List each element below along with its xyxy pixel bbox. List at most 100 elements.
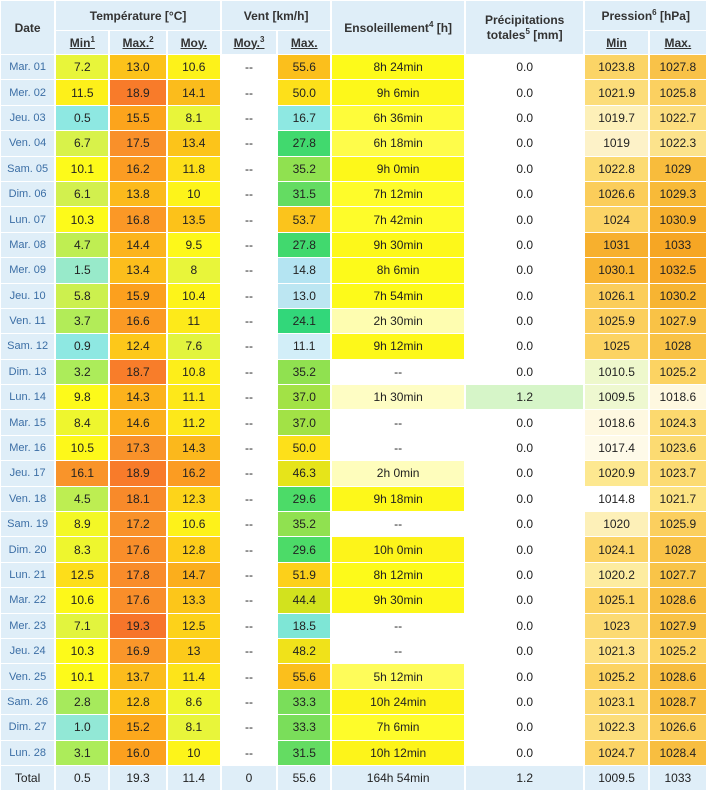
cell-date[interactable]: Ven. 04 — [1, 131, 55, 156]
cell-temp-moy: 10 — [167, 181, 220, 207]
cell-vent-max: 35.2 — [278, 359, 331, 385]
cell-date[interactable]: Sam. 26 — [1, 689, 55, 715]
cell-pression-min: 1014.8 — [585, 486, 648, 512]
cell-ensoleillement: 10h 12min — [332, 740, 464, 765]
cell-temp-moy: 9.5 — [167, 232, 220, 258]
cell-pression-min: 1025.2 — [585, 664, 648, 689]
cell-date[interactable]: Mer. 02 — [1, 80, 55, 105]
cell-ensoleillement: 2h 0min — [332, 461, 464, 486]
cell-pression-max: 1029.3 — [649, 181, 706, 207]
cell-vent-moy: -- — [221, 689, 277, 715]
cell-temp-min: 11.5 — [56, 80, 109, 105]
cell-vent-max: 55.6 — [278, 664, 331, 689]
cell-pression-max: 1023.6 — [649, 435, 706, 461]
header-pression-max[interactable]: Max. — [649, 31, 706, 54]
cell-precipitations: 0.0 — [465, 105, 584, 131]
footnote-2[interactable]: 2 — [149, 34, 154, 44]
cell-precipitations: 0.0 — [465, 664, 584, 689]
cell-date[interactable]: Ven. 25 — [1, 664, 55, 689]
cell-pression-min: 1009.5 — [585, 385, 648, 410]
header-pression-min[interactable]: Min — [585, 31, 648, 54]
header-temp-min[interactable]: Min1 — [56, 31, 109, 54]
cell-date[interactable]: Mer. 16 — [1, 435, 55, 461]
footnote-4[interactable]: 4 — [428, 19, 434, 29]
cell-date[interactable]: Ven. 11 — [1, 308, 55, 334]
cell-date[interactable]: Jeu. 10 — [1, 283, 55, 308]
cell-date[interactable]: Jeu. 17 — [1, 461, 55, 486]
cell-pression-min: 1017.4 — [585, 435, 648, 461]
cell-precipitations: 0.0 — [465, 258, 584, 283]
cell-date[interactable]: Lun. 14 — [1, 385, 55, 410]
table-row: Dim. 27 1.0 15.2 8.1 -- 33.3 7h 6min 0.0 1022.3 1… — [1, 715, 706, 740]
cell-date[interactable]: Mer. 09 — [1, 258, 55, 283]
cell-date[interactable]: Dim. 06 — [1, 181, 55, 207]
cell-date[interactable]: Lun. 21 — [1, 562, 55, 588]
cell-temp-min: 10.3 — [56, 207, 109, 232]
cell-pression-max: 1027.9 — [649, 308, 706, 334]
cell-date[interactable]: Lun. 28 — [1, 740, 55, 765]
footnote-3[interactable]: 3 — [260, 34, 265, 44]
cell-pression-max: 1028.6 — [649, 588, 706, 613]
cell-vent-moy: -- — [221, 435, 277, 461]
totals-row: Total 0.5 19.3 11.4 0 55.6 164h 54min 1.… — [1, 765, 706, 790]
cell-date[interactable]: Mar. 15 — [1, 410, 55, 435]
cell-temp-moy: 12.5 — [167, 613, 220, 638]
cell-date[interactable]: Ven. 18 — [1, 486, 55, 512]
cell-temp-min: 2.8 — [56, 689, 109, 715]
footnote-6[interactable]: 6 — [652, 7, 657, 17]
table-row: Sam. 26 2.8 12.8 8.6 -- 33.3 10h 24min 0.0 1023.… — [1, 689, 706, 715]
cell-date[interactable]: Mar. 08 — [1, 232, 55, 258]
cell-vent-moy: -- — [221, 638, 277, 664]
cell-date[interactable]: Lun. 07 — [1, 207, 55, 232]
table-row: Dim. 06 6.1 13.8 10 -- 31.5 7h 12min 0.0 1026.6 1… — [1, 181, 706, 207]
cell-pression-min: 1020 — [585, 512, 648, 537]
cell-temp-min: 16.1 — [56, 461, 109, 486]
cell-pression-max: 1021.7 — [649, 486, 706, 512]
cell-ensoleillement: -- — [332, 512, 464, 537]
cell-temp-min: 10.1 — [56, 664, 109, 689]
header-vent-max[interactable]: Max. — [278, 31, 331, 54]
header-precip-unit: [mm] — [529, 27, 563, 42]
cell-date[interactable]: Mar. 01 — [1, 55, 55, 80]
cell-precipitations: 0.0 — [465, 638, 584, 664]
cell-date[interactable]: Sam. 12 — [1, 334, 55, 359]
total-vent-moy: 0 — [221, 765, 277, 790]
header-temp-moy[interactable]: Moy. — [167, 31, 220, 54]
header-precipitations: Précipitations totales5 [mm] — [465, 1, 584, 54]
cell-date[interactable]: Jeu. 24 — [1, 638, 55, 664]
cell-vent-max: 14.8 — [278, 258, 331, 283]
cell-ensoleillement: 8h 24min — [332, 55, 464, 80]
table-row: Jeu. 24 10.3 16.9 13 -- 48.2 -- 0.0 1021.3 1025.2 — [1, 638, 706, 664]
total-pression-max: 1033 — [649, 765, 706, 790]
cell-precipitations: 0.0 — [465, 588, 584, 613]
table-row: Mer. 02 11.5 18.9 14.1 -- 50.0 9h 6min 0.0 1021.… — [1, 80, 706, 105]
cell-date[interactable]: Dim. 13 — [1, 359, 55, 385]
cell-date[interactable]: Sam. 19 — [1, 512, 55, 537]
header-vent-moy-label[interactable]: Moy. — [233, 35, 261, 50]
cell-pression-max: 1028 — [649, 537, 706, 562]
table-row: Mar. 15 8.4 14.6 11.2 -- 37.0 -- 0.0 1018.6 1024.… — [1, 410, 706, 435]
header-temp-max[interactable]: Max.2 — [110, 31, 166, 54]
header-temp-max-label[interactable]: Max. — [122, 35, 150, 50]
cell-precipitations: 0.0 — [465, 715, 584, 740]
cell-ensoleillement: 9h 0min — [332, 156, 464, 181]
cell-date[interactable]: Dim. 20 — [1, 537, 55, 562]
cell-date[interactable]: Sam. 05 — [1, 156, 55, 181]
table-row: Lun. 28 3.1 16.0 10 -- 31.5 10h 12min 0.0 1024.7… — [1, 740, 706, 765]
header-temp-min-label[interactable]: Min — [69, 35, 91, 50]
cell-date[interactable]: Dim. 27 — [1, 715, 55, 740]
cell-date[interactable]: Mer. 23 — [1, 613, 55, 638]
footnote-1[interactable]: 1 — [90, 34, 95, 44]
cell-temp-min: 10.6 — [56, 588, 109, 613]
cell-vent-moy: -- — [221, 181, 277, 207]
cell-date[interactable]: Jeu. 03 — [1, 105, 55, 131]
cell-vent-max: 35.2 — [278, 156, 331, 181]
cell-temp-max: 15.5 — [110, 105, 166, 131]
cell-temp-max: 14.6 — [110, 410, 166, 435]
cell-precipitations: 0.0 — [465, 207, 584, 232]
cell-date[interactable]: Mar. 22 — [1, 588, 55, 613]
header-vent-moy[interactable]: Moy.3 — [221, 31, 277, 54]
cell-ensoleillement: -- — [332, 359, 464, 385]
cell-temp-moy: 11.2 — [167, 410, 220, 435]
footnote-5[interactable]: 5 — [525, 26, 530, 36]
